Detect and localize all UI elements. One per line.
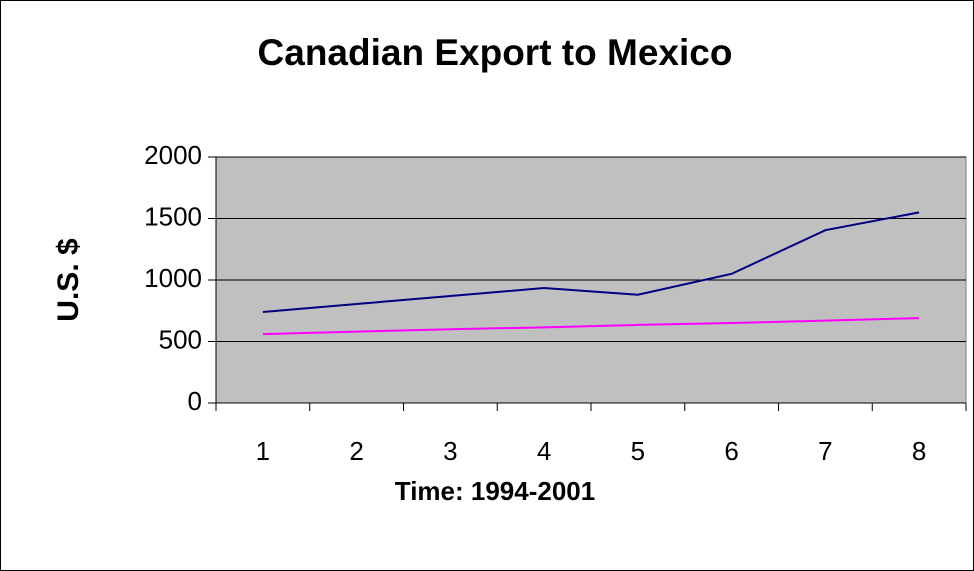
chart-title: Canadian Export to Mexico [258,32,733,73]
y-tick-label: 0 [188,386,202,416]
x-tick-label: 3 [443,436,457,466]
y-tick-label: 500 [159,324,202,354]
x-tick-label: 5 [631,436,645,466]
x-tick-label: 6 [724,436,738,466]
line-series [262,317,920,336]
x-tick-label: 1 [256,436,270,466]
y-axis-label: U.S. $ [52,238,85,322]
x-axis-label: Time: 1994-2001 [395,476,595,506]
x-tick-label: 2 [349,436,363,466]
x-tick-label: 8 [912,436,926,466]
y-tick-label: 2000 [144,140,202,170]
x-tick-label: 7 [818,436,832,466]
y-tick-label: 1000 [144,263,202,293]
x-tick-label: 4 [537,436,551,466]
y-tick-label: 1500 [144,201,202,231]
line-series [262,211,920,313]
